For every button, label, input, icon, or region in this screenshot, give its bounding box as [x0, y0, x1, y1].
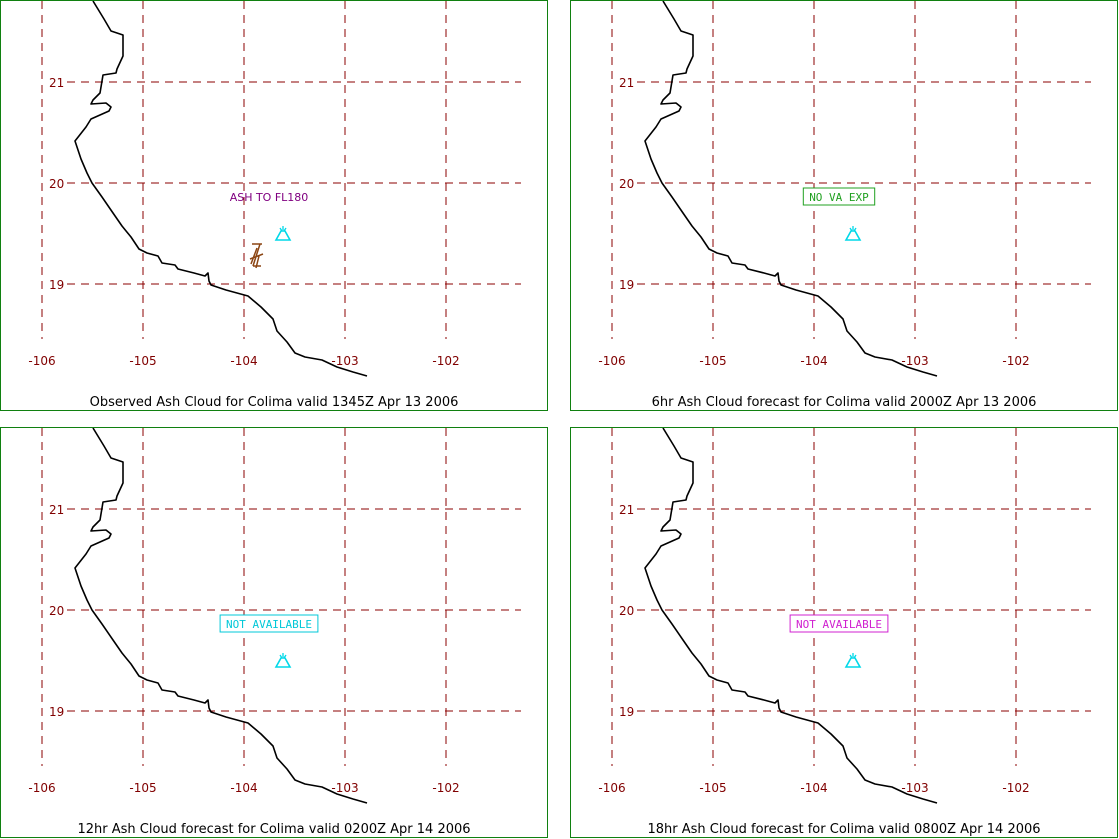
- map-panel-6hr: 21 20 19 -106 -105 -104 -103 -102 NO VA EXP 6hr …: [570, 0, 1118, 411]
- graticule: [41, 428, 521, 766]
- lat-label: 19: [49, 278, 64, 292]
- lat-label: 20: [619, 604, 634, 618]
- lat-label: 21: [619, 503, 634, 517]
- coastline: [74, 1, 368, 377]
- lon-label: -106: [28, 354, 55, 368]
- lat-label: 20: [619, 177, 634, 191]
- coastline: [74, 428, 368, 804]
- annotation-box: [789, 614, 889, 633]
- map-canvas: 21 20 19 -106 -105 -104 -103 -102 NOT AVAILABLE: [28, 428, 521, 804]
- lat-label: 20: [49, 177, 64, 191]
- panel-caption: 18hr Ash Cloud forecast for Colima valid…: [647, 822, 1041, 837]
- lon-label: -102: [432, 781, 459, 795]
- ash-status-label: NOT AVAILABLE: [226, 618, 312, 631]
- graticule: [41, 1, 521, 339]
- map-panel-18hr: 21 20 19 -106 -105 -104 -103 -102 NOT AVAILABLE …: [570, 427, 1118, 838]
- volcano-icon: [844, 226, 862, 241]
- lon-label: -106: [598, 354, 625, 368]
- panel-caption: 12hr Ash Cloud forecast for Colima valid…: [77, 822, 471, 837]
- lon-label: -105: [129, 781, 156, 795]
- lon-label: -106: [598, 781, 625, 795]
- lon-label: -104: [800, 354, 827, 368]
- graticule: [611, 1, 1091, 339]
- lon-label: -104: [800, 781, 827, 795]
- volcano-icon: [274, 653, 292, 668]
- lon-label: -102: [1002, 781, 1029, 795]
- lat-label: 19: [619, 705, 634, 719]
- lat-label: 21: [49, 503, 64, 517]
- coastline: [644, 428, 938, 804]
- ash-cloud-symbol: [249, 243, 264, 269]
- lon-label: -105: [699, 781, 726, 795]
- map-panel-observed: 21 20 19 -106 -105 -104 -103 -102 ASH TO FL180 O…: [0, 0, 548, 411]
- ash-status-label: NO VA EXP: [809, 191, 869, 204]
- lon-label: -102: [1002, 354, 1029, 368]
- map-canvas: 21 20 19 -106 -105 -104 -103 -102 NOT AVAILABLE: [598, 428, 1091, 804]
- map-panel-12hr: 21 20 19 -106 -105 -104 -103 -102 NOT AVAILABLE …: [0, 427, 548, 838]
- volcano-icon: [844, 653, 862, 668]
- annotation-box: [219, 614, 319, 633]
- graticule: [611, 428, 1091, 766]
- ash-status-label: ASH TO FL180: [230, 191, 309, 204]
- lon-label: -103: [331, 781, 358, 795]
- lat-label: 19: [619, 278, 634, 292]
- lat-label: 21: [619, 76, 634, 90]
- panel-caption: 6hr Ash Cloud forecast for Colima valid …: [651, 395, 1037, 410]
- lon-label: -105: [129, 354, 156, 368]
- volcano-icon: [274, 226, 292, 241]
- lon-label: -102: [432, 354, 459, 368]
- lon-label: -106: [28, 781, 55, 795]
- map-canvas: 21 20 19 -106 -105 -104 -103 -102 NO VA EXP: [598, 1, 1091, 377]
- lon-label: -105: [699, 354, 726, 368]
- panel-caption: Observed Ash Cloud for Colima valid 1345…: [89, 395, 459, 410]
- lon-label: -103: [331, 354, 358, 368]
- lat-label: 20: [49, 604, 64, 618]
- lon-label: -104: [230, 781, 257, 795]
- lon-label: -104: [230, 354, 257, 368]
- lon-label: -103: [901, 781, 928, 795]
- lat-label: 19: [49, 705, 64, 719]
- lat-label: 21: [49, 76, 64, 90]
- ash-status-label: NOT AVAILABLE: [796, 618, 882, 631]
- coastline: [644, 1, 938, 377]
- annotation-box: [802, 187, 876, 206]
- map-canvas: 21 20 19 -106 -105 -104 -103 -102 ASH TO FL180: [28, 1, 521, 377]
- lon-label: -103: [901, 354, 928, 368]
